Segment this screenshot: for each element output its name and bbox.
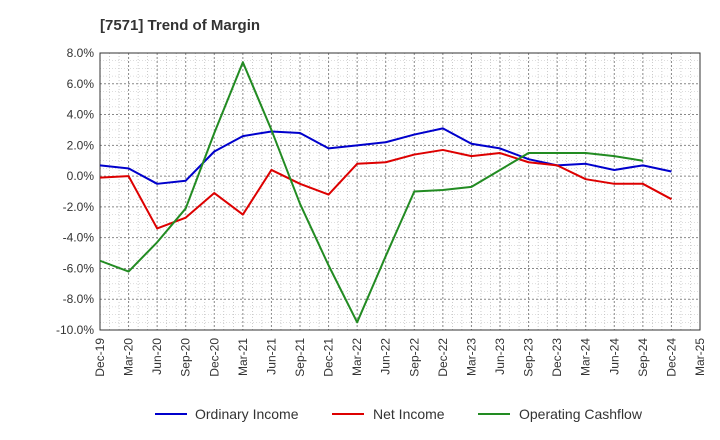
y-tick-label: 8.0% [67, 46, 95, 60]
axes: 8.0% 6.0% 4.0% 2.0% 0.0% -2.0% -4.0% -6.0% -8.0%… [56, 46, 707, 377]
x-tick-label: Mar-21 [236, 338, 250, 376]
x-tick-label: Jun-20 [150, 338, 164, 375]
y-tick-label: 2.0% [67, 138, 95, 152]
x-tick-label: Dec-24 [664, 338, 678, 377]
x-tick-label: Sep-24 [636, 338, 650, 377]
y-tick-label: 4.0% [67, 108, 95, 122]
x-tick-label: Mar-23 [464, 338, 478, 376]
y-tick-label: -6.0% [63, 261, 95, 275]
x-tick-label: Mar-22 [350, 338, 364, 376]
legend-label: Operating Cashflow [519, 406, 643, 422]
series-line-operating-cashflow [99, 61, 644, 324]
x-tick-label: Jun-24 [607, 338, 621, 375]
y-tick-label: 0.0% [67, 169, 95, 183]
x-tick-label: Sep-22 [407, 338, 421, 377]
y-tick-label: -10.0% [56, 323, 94, 337]
x-tick-label: Sep-21 [293, 338, 307, 377]
x-tick-label: Sep-23 [522, 338, 536, 377]
x-tick-label: Sep-20 [179, 338, 193, 377]
grid [99, 52, 701, 331]
x-tick-label: Dec-23 [550, 338, 564, 377]
series-lines [99, 61, 672, 324]
y-tick-label: -8.0% [63, 292, 95, 306]
y-tick-label: -4.0% [63, 231, 95, 245]
x-tick-label: Jun-23 [493, 338, 507, 375]
x-tick-label: Dec-20 [207, 338, 221, 377]
legend-label: Ordinary Income [195, 406, 299, 422]
legend: Ordinary Income Net Income Operating Cashf… [155, 406, 643, 422]
x-tick-label: Mar-25 [693, 338, 707, 376]
x-tick-label: Dec-21 [322, 338, 336, 377]
x-tick-label: Dec-22 [436, 338, 450, 377]
y-tick-label: -2.0% [63, 200, 95, 214]
x-tick-label: Mar-24 [579, 338, 593, 376]
chart-title: [7571] Trend of Margin [100, 17, 260, 34]
x-tick-label: Dec-19 [93, 338, 107, 377]
x-tick-label: Jun-21 [264, 338, 278, 375]
y-tick-label: 6.0% [67, 77, 95, 91]
series-line-net-income [99, 148, 672, 230]
x-tick-label: Jun-22 [379, 338, 393, 375]
x-tick-label: Mar-20 [122, 338, 136, 376]
plot-frame [99, 52, 701, 331]
series-line-ordinary-income [99, 127, 672, 185]
legend-label: Net Income [373, 406, 445, 422]
